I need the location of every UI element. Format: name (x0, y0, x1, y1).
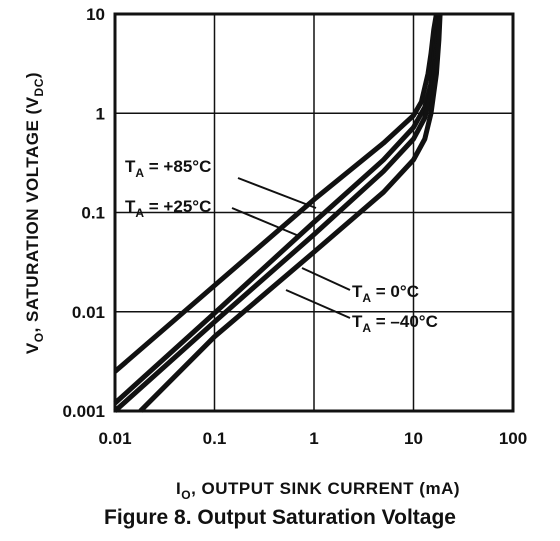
x-tick-labels: 0.01 0.1 1 10 100 (98, 429, 527, 448)
y-tick-labels: 0.001 0.01 0.1 1 10 (62, 5, 105, 421)
y-tick-label: 0.1 (81, 204, 105, 223)
series-line-m40c (138, 13, 443, 413)
x-tick-label: 100 (499, 429, 527, 448)
x-tick-label: 10 (404, 429, 423, 448)
plot-frame (113, 12, 515, 413)
x-axis-title: IO, OUTPUT SINK CURRENT (mA) (176, 479, 460, 502)
y-tick-label: 0.01 (72, 303, 105, 322)
x-tick-label: 0.01 (98, 429, 131, 448)
leader-line-m40c (285, 289, 351, 319)
leader-line-0c (301, 267, 351, 291)
leader-line-25c (231, 207, 300, 237)
legend-label-0c: TA = 0°C (352, 282, 419, 305)
series-line-85c (113, 13, 439, 374)
x-tick-label: 1 (309, 429, 318, 448)
legend-label-25c: TA = +25°C (125, 197, 211, 220)
series-annotations: TA = +85°C TA = +25°C TA = 0°C TA = –40°… (125, 157, 438, 335)
legend-label-85c: TA = +85°C (125, 157, 211, 180)
x-tick-label: 0.1 (203, 429, 227, 448)
figure-caption: Figure 8. Output Saturation Voltage (104, 506, 456, 529)
saturation-voltage-chart: 0.01 0.1 1 10 100 0.001 0.01 0.1 1 10 IO, OUTPUT… (23, 5, 527, 502)
legend-label-m40c: TA = –40°C (352, 312, 438, 335)
leader-line-85c (237, 177, 317, 209)
y-tick-label: 1 (96, 104, 105, 123)
y-axis-title: VO, SATURATION VOLTAGE (VDC) (23, 72, 46, 354)
curves (113, 13, 443, 413)
y-tick-label: 0.001 (62, 402, 105, 421)
y-tick-label: 10 (86, 5, 105, 24)
